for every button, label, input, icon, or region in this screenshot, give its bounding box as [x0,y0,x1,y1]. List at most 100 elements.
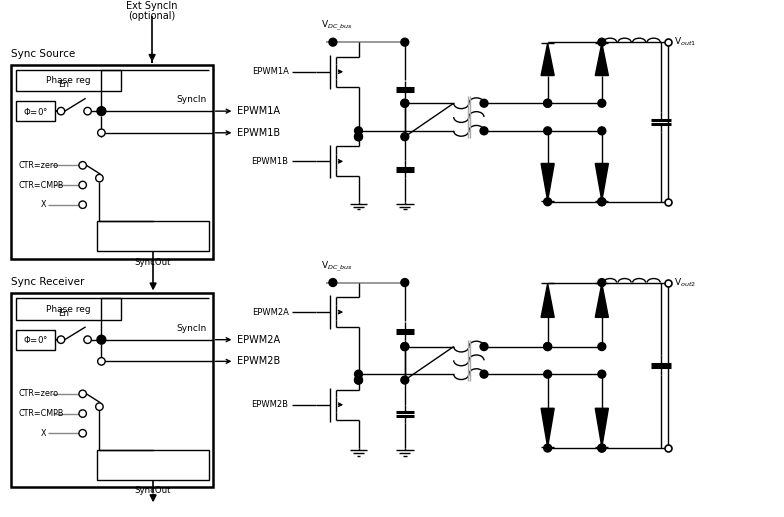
Text: CTR=zero: CTR=zero [19,389,59,399]
Polygon shape [595,43,608,75]
Polygon shape [541,283,554,317]
Circle shape [598,127,606,135]
Bar [11,65,212,259]
Bar [97,450,209,480]
Circle shape [57,336,65,343]
Text: SyncOut: SyncOut [135,258,172,267]
Circle shape [401,133,408,141]
Circle shape [98,358,105,365]
Text: CTR=CMPB: CTR=CMPB [19,409,64,418]
Circle shape [544,127,552,135]
Circle shape [544,343,552,351]
Text: CTR=zero: CTR=zero [19,161,59,170]
Circle shape [598,99,606,107]
Text: En: En [59,309,70,318]
Circle shape [598,444,606,452]
Circle shape [401,343,408,351]
Circle shape [544,444,552,452]
Circle shape [96,403,103,410]
Text: X: X [40,200,45,209]
Circle shape [84,336,92,343]
Circle shape [401,343,408,351]
Circle shape [96,174,103,182]
Circle shape [329,38,337,46]
Text: (optional): (optional) [129,11,176,22]
Polygon shape [541,163,554,201]
Circle shape [544,198,552,206]
Bar [16,101,55,121]
Text: Phase reg: Phase reg [46,305,90,314]
Text: EPWM2B: EPWM2B [238,356,281,367]
Circle shape [401,376,408,384]
Bar [97,221,209,251]
Circle shape [57,108,65,115]
Circle shape [598,370,606,378]
Circle shape [79,410,86,417]
Circle shape [354,376,362,384]
Circle shape [97,335,106,344]
Text: V$_{out1}$: V$_{out1}$ [673,36,696,49]
Text: CTR=CMPB: CTR=CMPB [19,180,64,190]
Circle shape [401,99,408,107]
Polygon shape [595,163,608,201]
Circle shape [480,127,488,135]
Circle shape [401,38,408,46]
Circle shape [598,38,606,46]
Circle shape [598,343,606,351]
Circle shape [544,343,552,351]
Text: EPWM1B: EPWM1B [252,157,289,166]
Circle shape [354,376,362,384]
Text: $\Phi$=0°: $\Phi$=0° [23,105,48,117]
Circle shape [598,279,606,286]
Text: EPWM1A: EPWM1A [238,106,281,116]
Circle shape [79,201,86,208]
Circle shape [480,343,488,351]
Text: X: X [40,429,45,438]
Text: $\Phi$=0°: $\Phi$=0° [23,334,48,345]
Text: Ext SyncIn: Ext SyncIn [126,1,178,11]
Text: EPWM2A: EPWM2A [238,334,281,345]
Polygon shape [595,408,608,447]
Text: EPWM2A: EPWM2A [252,308,289,316]
Circle shape [79,181,86,189]
Text: V$_{DC\_bus}$: V$_{DC\_bus}$ [321,19,353,33]
Circle shape [79,430,86,437]
Text: Sync Receiver: Sync Receiver [11,278,84,287]
Bar [11,293,212,488]
Circle shape [79,390,86,398]
Circle shape [401,99,408,107]
Circle shape [598,198,606,206]
Bar [16,70,121,92]
Text: V$_{out2}$: V$_{out2}$ [673,276,695,289]
Text: En: En [59,81,70,89]
Circle shape [79,162,86,169]
Text: EPWM1B: EPWM1B [238,128,281,138]
Polygon shape [595,283,608,317]
Circle shape [354,133,362,141]
Polygon shape [541,408,554,447]
Text: V$_{DC\_bus}$: V$_{DC\_bus}$ [321,259,353,273]
Bar [16,330,55,349]
Text: EPWM2B: EPWM2B [252,400,289,409]
Text: SyncOut: SyncOut [135,486,172,495]
Circle shape [354,127,362,135]
Text: Phase reg: Phase reg [46,76,90,85]
Circle shape [84,108,92,115]
Circle shape [97,107,106,116]
Circle shape [98,129,105,136]
Circle shape [401,279,408,286]
Circle shape [480,370,488,378]
Circle shape [354,370,362,378]
Text: Sync Source: Sync Source [11,49,75,59]
Text: SyncIn: SyncIn [176,324,207,333]
Circle shape [329,279,337,286]
Circle shape [598,198,606,206]
Text: SyncIn: SyncIn [176,95,207,104]
Text: EPWM1A: EPWM1A [252,67,289,76]
Circle shape [544,370,552,378]
Circle shape [480,99,488,107]
Bar [16,298,121,320]
Polygon shape [541,43,554,75]
Circle shape [598,444,606,452]
Circle shape [544,99,552,107]
